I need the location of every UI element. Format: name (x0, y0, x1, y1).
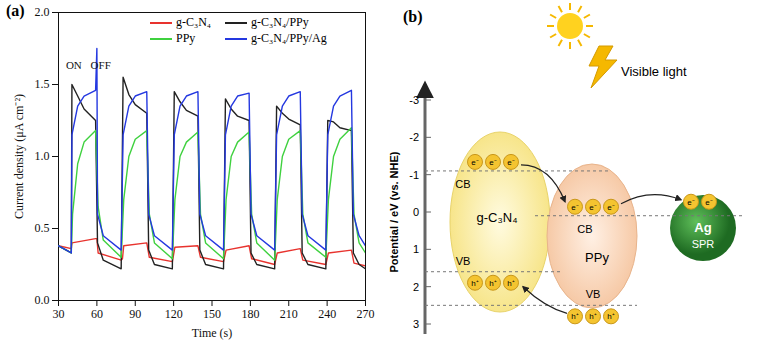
svg-text:0.0: 0.0 (35, 293, 50, 307)
svg-text:VB: VB (456, 255, 471, 267)
svg-text:120: 120 (165, 307, 183, 321)
html-text:g-C₃N₄/PPy/Ag: g-C₃N₄/PPy/Ag (251, 31, 327, 45)
svg-text:h⁺: h⁺ (471, 279, 478, 288)
svg-text:e⁻: e⁻ (589, 203, 596, 212)
svg-text:Ag: Ag (694, 220, 711, 235)
svg-text:Visible light: Visible light (621, 64, 687, 79)
svg-text:2.0: 2.0 (35, 5, 50, 19)
svg-text:1.5: 1.5 (35, 77, 50, 91)
svg-text:2: 2 (413, 281, 419, 293)
svg-text:30: 30 (53, 307, 65, 321)
svg-text:VB: VB (586, 288, 601, 300)
html-text:PPy: PPy (176, 31, 196, 45)
svg-text:-1: -1 (409, 169, 419, 181)
svg-text:1.0: 1.0 (35, 149, 50, 163)
svg-text:Current density (μA cm⁻²): Current density (μA cm⁻²) (12, 94, 26, 219)
svg-text:e⁻: e⁻ (705, 198, 712, 207)
svg-text:3: 3 (413, 318, 419, 330)
html-text:(a): (a) (6, 2, 25, 19)
svg-text:h⁺: h⁺ (571, 312, 578, 321)
svg-text:240: 240 (318, 307, 336, 321)
svg-text:e⁻: e⁻ (507, 158, 514, 167)
svg-text:h⁺: h⁺ (589, 312, 596, 321)
svg-text:CB: CB (577, 223, 592, 235)
svg-text:ON: ON (66, 59, 82, 71)
svg-text:e⁻: e⁻ (471, 158, 478, 167)
svg-text:60: 60 (91, 307, 103, 321)
svg-text:Potential / eV (vs. NHE): Potential / eV (vs. NHE) (388, 151, 400, 272)
svg-text:CB: CB (455, 178, 470, 190)
svg-text:h⁺: h⁺ (507, 279, 514, 288)
svg-text:(b): (b) (403, 8, 423, 26)
svg-text:150: 150 (203, 307, 221, 321)
svg-text:Time (s): Time (s) (192, 326, 233, 340)
svg-text:0.5: 0.5 (35, 221, 50, 235)
svg-text:1: 1 (413, 243, 419, 255)
html-text:g-C₃N₄/PPy: g-C₃N₄/PPy (251, 15, 309, 29)
svg-text:-2: -2 (409, 131, 419, 143)
html-text:g-C₃N₄: g-C₃N₄ (176, 15, 211, 29)
svg-text:e⁻: e⁻ (571, 203, 578, 212)
svg-text:180: 180 (241, 307, 259, 321)
svg-text:g-C₃N₄: g-C₃N₄ (477, 210, 518, 225)
svg-text:h⁺: h⁺ (489, 279, 496, 288)
svg-text:-3: -3 (409, 94, 419, 106)
svg-text:90: 90 (129, 307, 141, 321)
svg-text:0: 0 (413, 206, 419, 218)
svg-text:PPy: PPy (585, 250, 609, 265)
svg-text:e⁻: e⁻ (489, 158, 496, 167)
svg-text:270: 270 (357, 307, 375, 321)
svg-text:e⁻: e⁻ (607, 203, 614, 212)
svg-text:OFF: OFF (91, 59, 111, 71)
svg-text:SPR: SPR (692, 238, 715, 250)
svg-text:e⁻: e⁻ (687, 198, 694, 207)
svg-text:210: 210 (280, 307, 298, 321)
svg-text:h⁺: h⁺ (607, 312, 614, 321)
